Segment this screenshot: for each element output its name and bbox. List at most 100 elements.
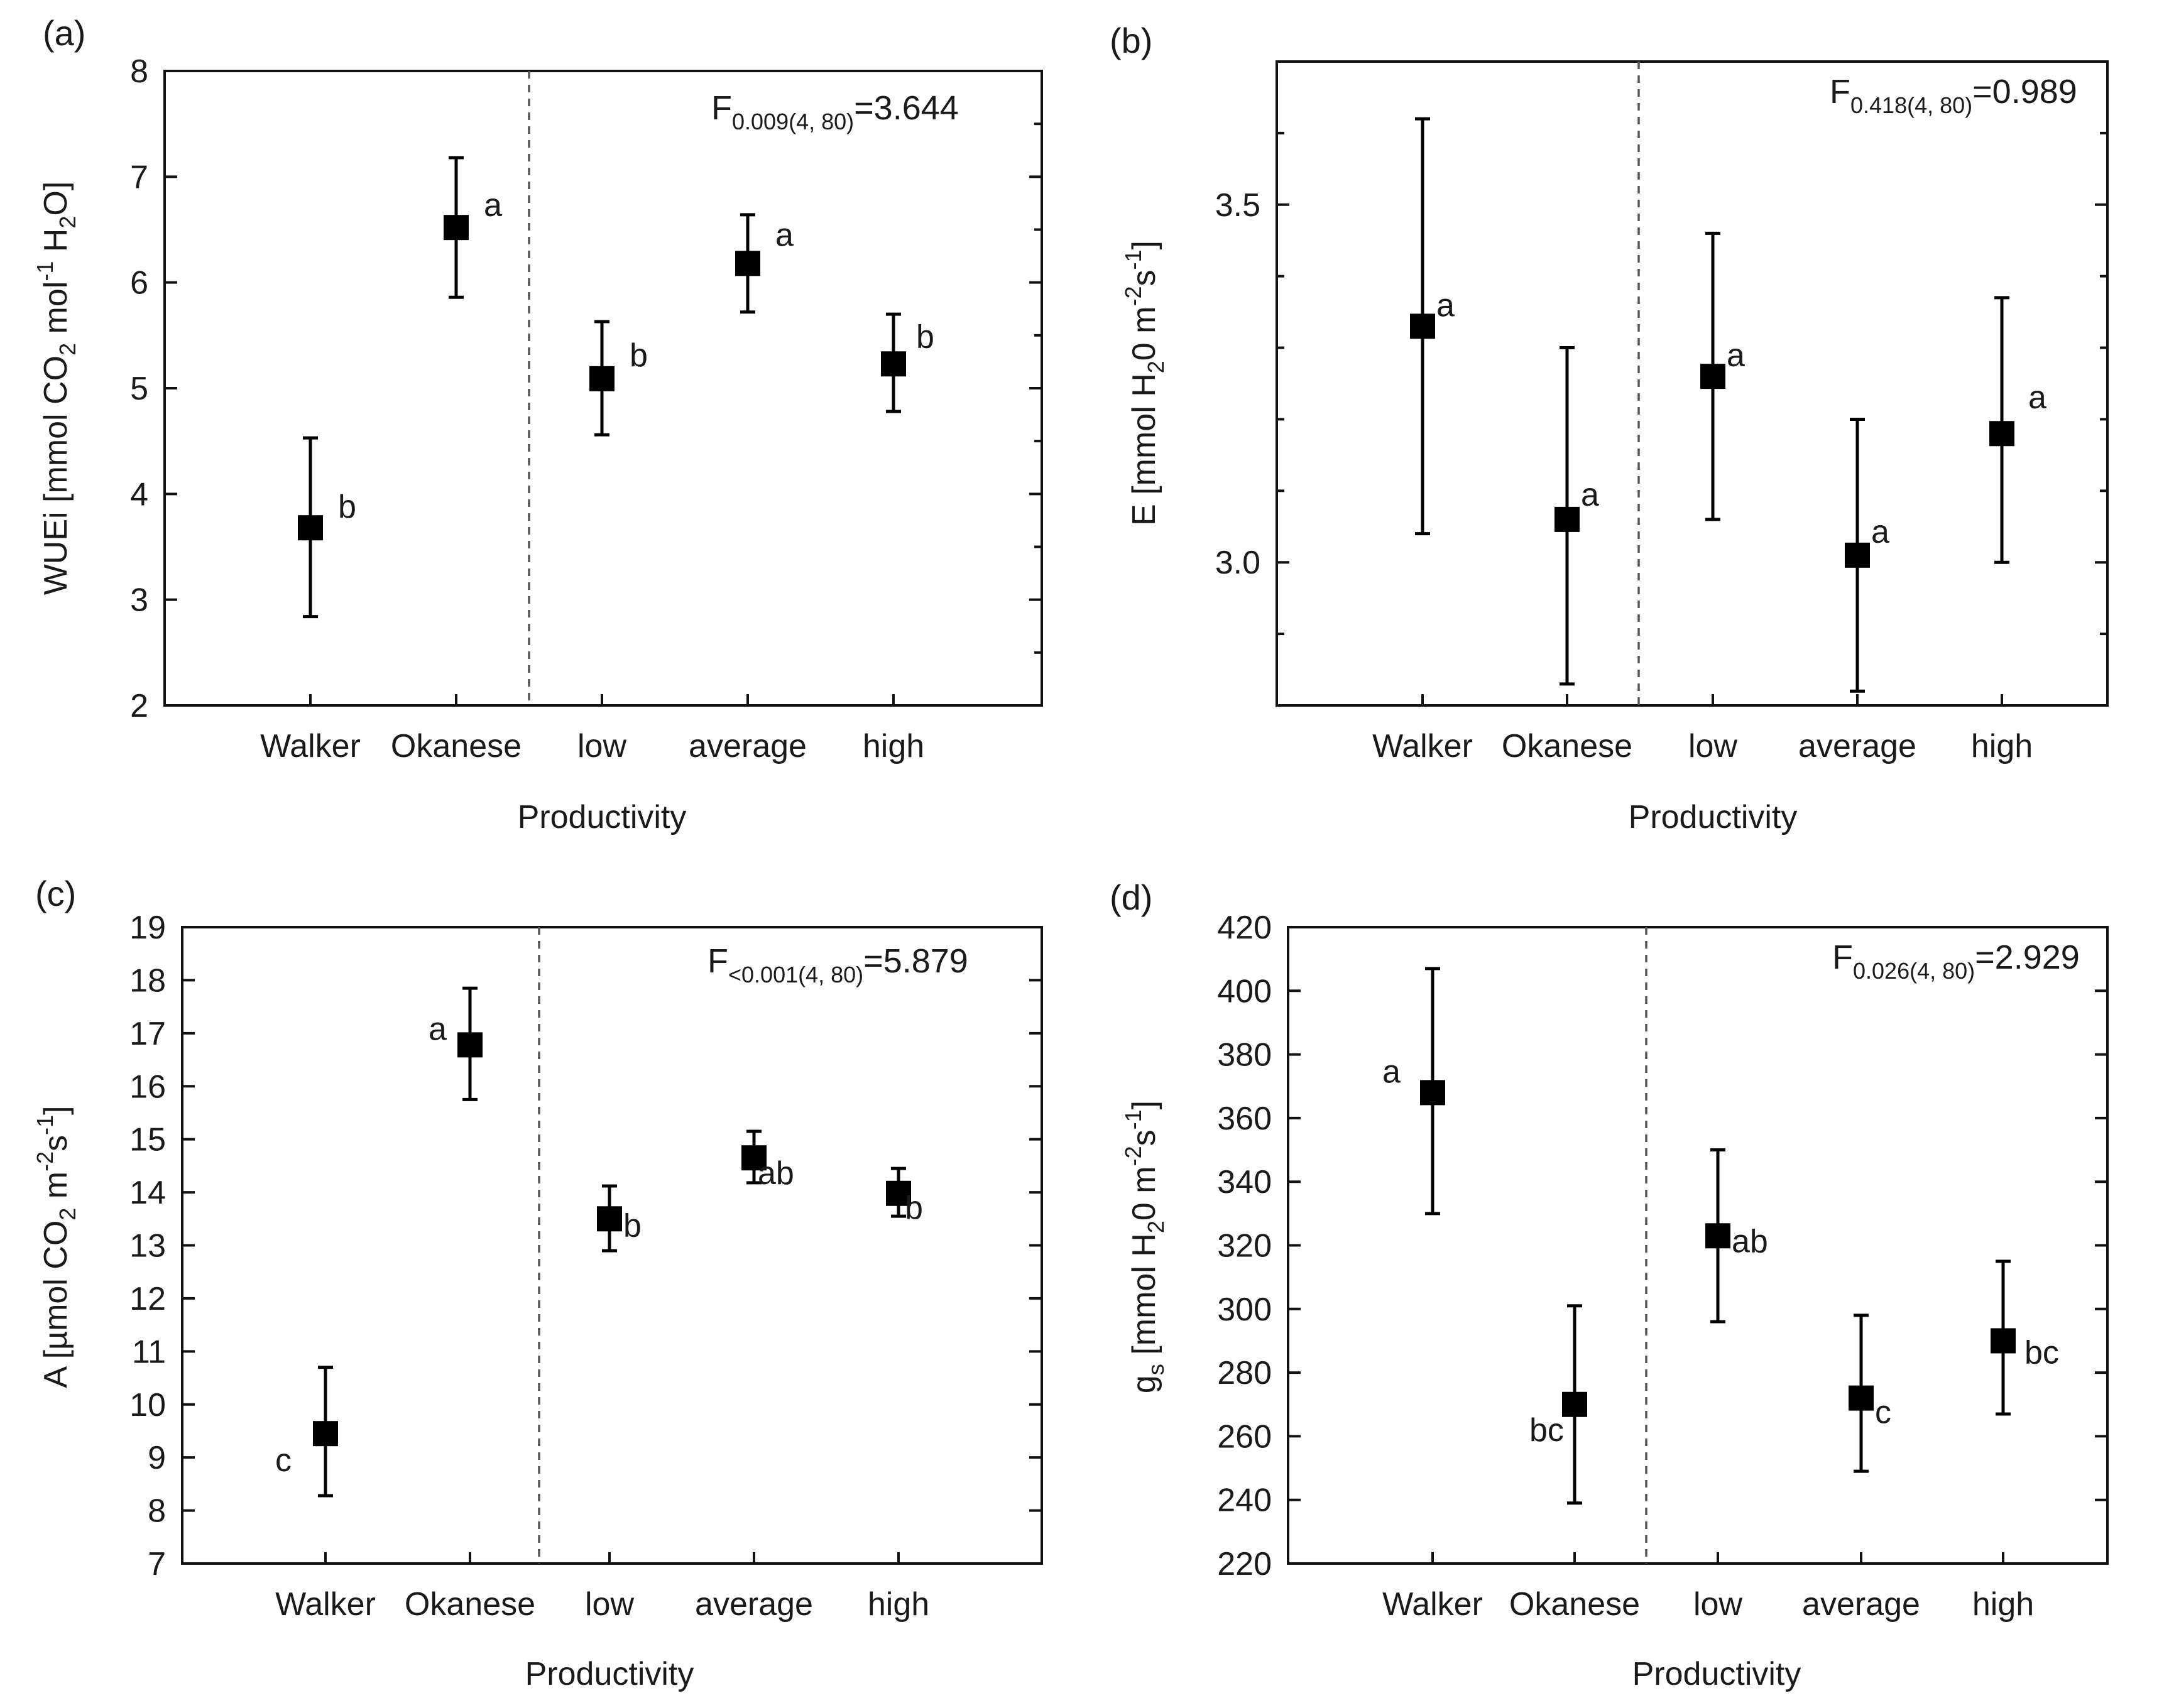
y-tick-label: 3.5: [1215, 187, 1260, 224]
x-tick-label: Okanese: [1502, 728, 1632, 764]
panel-d-xlabel: Productivity: [1632, 1656, 1801, 1692]
panel-c: (c) 7 8 9 10 11 12 13 14 15 16 17 18 19 Walker Okanes…: [32, 874, 1043, 1692]
panel-a-ylabel: WUEi [mmol CO2 mol-1 H2O]: [32, 182, 80, 596]
significance-letter: ab: [758, 1155, 794, 1192]
panel-b-marks: a a a a a: [1410, 117, 2046, 693]
panel-a-stat-value: =3.644: [854, 89, 959, 127]
panel-a-y-ticks: 2 3 4 5 6 7 8: [130, 53, 1042, 724]
x-tick-label: high: [1971, 728, 2033, 764]
data-point: [589, 366, 615, 391]
x-tick-label: high: [868, 1586, 929, 1623]
x-tick-label: average: [695, 1586, 813, 1623]
x-tick-label: Walker: [275, 1586, 376, 1623]
x-tick-label: Okanese: [405, 1586, 535, 1623]
significance-letter: bc: [2024, 1334, 2059, 1371]
panel-d-ylabel-5: 0 m: [1126, 1166, 1162, 1221]
x-tick-label: high: [863, 728, 924, 764]
y-tick-label: 260: [1217, 1418, 1272, 1455]
panel-d-y-ticks: 220 240 260 280 300 320 340 360 380 400 420: [1217, 910, 2107, 1582]
panel-b-ylabel-6: -1: [1120, 250, 1146, 270]
panel-c-ylabel-6: -1: [32, 1115, 58, 1135]
significance-letter: b: [905, 1190, 923, 1226]
panel-c-id: (c): [35, 874, 76, 913]
panel-b-stat-f: F: [1830, 73, 1850, 111]
x-tick-label: low: [577, 728, 626, 764]
panel-b-frame: [1276, 60, 2109, 707]
data-point: [1989, 421, 2014, 447]
panel-b-ylabel: E [mmol H20 m-2s-1]: [1120, 241, 1169, 526]
significance-letter: a: [2028, 379, 2046, 416]
panel-d-stat-sub: 0.026(4, 80): [1853, 958, 1975, 984]
data-point: [1845, 542, 1870, 568]
panel-d-id: (d): [1110, 878, 1152, 917]
data-point: [886, 1180, 911, 1206]
panel-b: (b) 3.0 3.5 Walker Okanese low average high a…: [1110, 21, 2109, 835]
y-tick-label: 240: [1217, 1482, 1272, 1519]
x-tick-label: average: [689, 728, 807, 764]
panel-b-id: (b): [1110, 21, 1152, 60]
panel-b-x-ticks: Walker Okanese low average high: [1372, 694, 2033, 764]
panel-a-ylabel-2: 2: [55, 343, 80, 356]
x-tick-label: low: [1688, 728, 1737, 764]
panel-b-ylabel-7: ]: [1126, 241, 1162, 249]
panel-a-ylabel-3: mol: [38, 281, 74, 343]
panel-c-ylabel-3: m: [38, 1172, 74, 1208]
data-point: [1562, 1391, 1587, 1417]
significance-letter: c: [1875, 1395, 1891, 1431]
panel-a-xlabel: Productivity: [518, 799, 687, 835]
significance-letter: a: [484, 187, 502, 224]
y-tick-label: 9: [148, 1440, 166, 1476]
panel-d-stat-f: F: [1832, 938, 1853, 976]
x-tick-label: average: [1798, 728, 1916, 764]
x-tick-label: high: [1972, 1586, 2034, 1623]
panel-a-ylabel-4: -1: [32, 261, 58, 281]
panel-b-stat: F0.418(4, 80)=0.989: [1830, 73, 2077, 118]
data-point: [741, 1145, 767, 1171]
data-point: [1849, 1385, 1874, 1411]
panel-d-ylabel-1: g: [1126, 1375, 1162, 1393]
panel-d-ylabel-9: ]: [1126, 1101, 1162, 1109]
panel-d-ylabel-3: [mmol H: [1126, 1233, 1162, 1364]
data-point: [597, 1206, 622, 1232]
panel-d-stat: F0.026(4, 80)=2.929: [1832, 938, 2080, 984]
y-tick-label: 8: [130, 53, 148, 90]
panel-b-ylabel-1: E [mmol H: [1126, 373, 1162, 526]
y-tick-label: 300: [1217, 1292, 1272, 1328]
y-tick-label: 3.0: [1215, 545, 1260, 581]
x-tick-label: Okanese: [391, 728, 522, 764]
data-point: [1554, 506, 1580, 532]
panel-d-ylabel-7: s: [1126, 1129, 1162, 1146]
panel-b-ylabel-4: -2: [1120, 286, 1146, 307]
data-point: [313, 1421, 338, 1447]
data-point: [735, 251, 760, 276]
panel-a-ylabel-6: 2: [55, 216, 80, 229]
y-tick-label: 11: [132, 1334, 166, 1370]
panel-d: (d) 220 240 260 280 300 320 340 360 380 400 420 Wa…: [1110, 878, 2109, 1692]
y-tick-label: 16: [129, 1069, 166, 1105]
y-tick-label: 420: [1217, 910, 1272, 946]
panel-a-ylabel-5: H: [38, 229, 74, 261]
data-point: [1420, 1080, 1445, 1106]
y-tick-label: 7: [130, 159, 148, 195]
y-tick-label: 8: [148, 1493, 166, 1530]
panel-c-ylabel-4: -2: [32, 1151, 58, 1172]
panel-b-xlabel: Productivity: [1629, 799, 1798, 835]
data-point: [1410, 313, 1435, 339]
significance-letter: a: [1382, 1053, 1401, 1090]
y-tick-label: 15: [129, 1122, 166, 1158]
panel-b-ylabel-3: 0 m: [1126, 307, 1162, 361]
panel-d-frame: [1287, 926, 2109, 1565]
panel-d-ylabel: gs [mmol H20 m-2s-1]: [1120, 1101, 1169, 1393]
panel-d-ylabel-8: -1: [1120, 1109, 1146, 1129]
data-point: [1705, 1223, 1730, 1249]
x-tick-label: low: [1693, 1586, 1742, 1623]
y-tick-label: 360: [1217, 1101, 1272, 1137]
y-tick-label: 14: [129, 1175, 166, 1211]
panel-c-x-ticks: Walker Okanese low average high: [275, 1552, 929, 1623]
y-tick-label: 400: [1217, 973, 1272, 1009]
significance-letter: ab: [1732, 1223, 1768, 1259]
y-tick-label: 7: [148, 1546, 166, 1582]
